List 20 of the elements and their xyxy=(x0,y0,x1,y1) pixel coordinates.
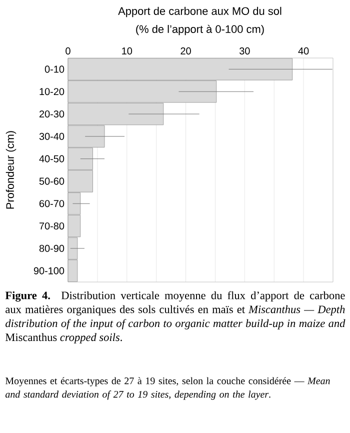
x-axis-title: (% de l’apport à 0-100 cm) xyxy=(136,24,264,36)
y-tick-label: 0-10 xyxy=(44,66,64,73)
x-tick-label: 10 xyxy=(122,47,132,54)
y-tick-label: 60-70 xyxy=(40,200,64,208)
x-tick-label: 40 xyxy=(298,47,309,54)
y-tick-label: 90-100 xyxy=(34,267,64,274)
y-tick-label: 30-40 xyxy=(39,132,64,140)
y-tick-label: 80-90 xyxy=(39,244,64,252)
y-tick-label: 70-80 xyxy=(40,222,64,230)
y-axis-title: Profondeur (cm) xyxy=(6,131,16,209)
x-tick-label: 0 xyxy=(66,47,70,54)
text: Moyennes et écarts-types de 27 à 19 sites, selon la couche considérée — Mean and standard deviation of 27 to 19 sites, depending on the layer. xyxy=(5,377,330,400)
y-tick-label: 50-60 xyxy=(39,178,64,185)
x-tick-label: 30 xyxy=(240,47,250,54)
chart-title: Apport de carbone aux MO du sol xyxy=(118,6,282,18)
text: Figure 4. Distribution verticale moyenne du flux d’apport de carbone aux matières organiques des sols cultivés en maïs et Miscanthus — Depth distribution of the input of carbon to organic matter build-up in maize and Miscanthus cropped soils. xyxy=(5,291,346,344)
y-tick-label: 20-30 xyxy=(40,110,64,118)
y-tick-label: 10-20 xyxy=(40,88,64,96)
y-tick-label: 40-50 xyxy=(39,155,64,162)
x-tick-label: 20 xyxy=(180,47,191,54)
